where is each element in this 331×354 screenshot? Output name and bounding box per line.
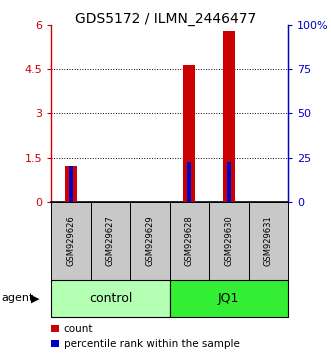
Text: GSM929626: GSM929626: [67, 215, 75, 266]
Text: agent: agent: [2, 293, 34, 303]
Text: GSM929628: GSM929628: [185, 215, 194, 266]
Bar: [223, 31, 235, 202]
Text: GDS5172 / ILMN_2446477: GDS5172 / ILMN_2446477: [75, 12, 256, 27]
Text: count: count: [64, 324, 93, 333]
Bar: [187, 162, 191, 202]
Text: GSM929631: GSM929631: [264, 215, 273, 266]
Bar: [65, 166, 77, 202]
Text: percentile rank within the sample: percentile rank within the sample: [64, 339, 239, 349]
Text: JQ1: JQ1: [218, 292, 240, 305]
Bar: [183, 65, 195, 202]
Text: control: control: [89, 292, 132, 305]
Bar: [227, 162, 231, 202]
Text: GSM929630: GSM929630: [224, 215, 233, 266]
Text: ▶: ▶: [31, 293, 39, 303]
Bar: [69, 166, 73, 202]
Text: GSM929627: GSM929627: [106, 215, 115, 266]
Text: GSM929629: GSM929629: [145, 215, 155, 266]
